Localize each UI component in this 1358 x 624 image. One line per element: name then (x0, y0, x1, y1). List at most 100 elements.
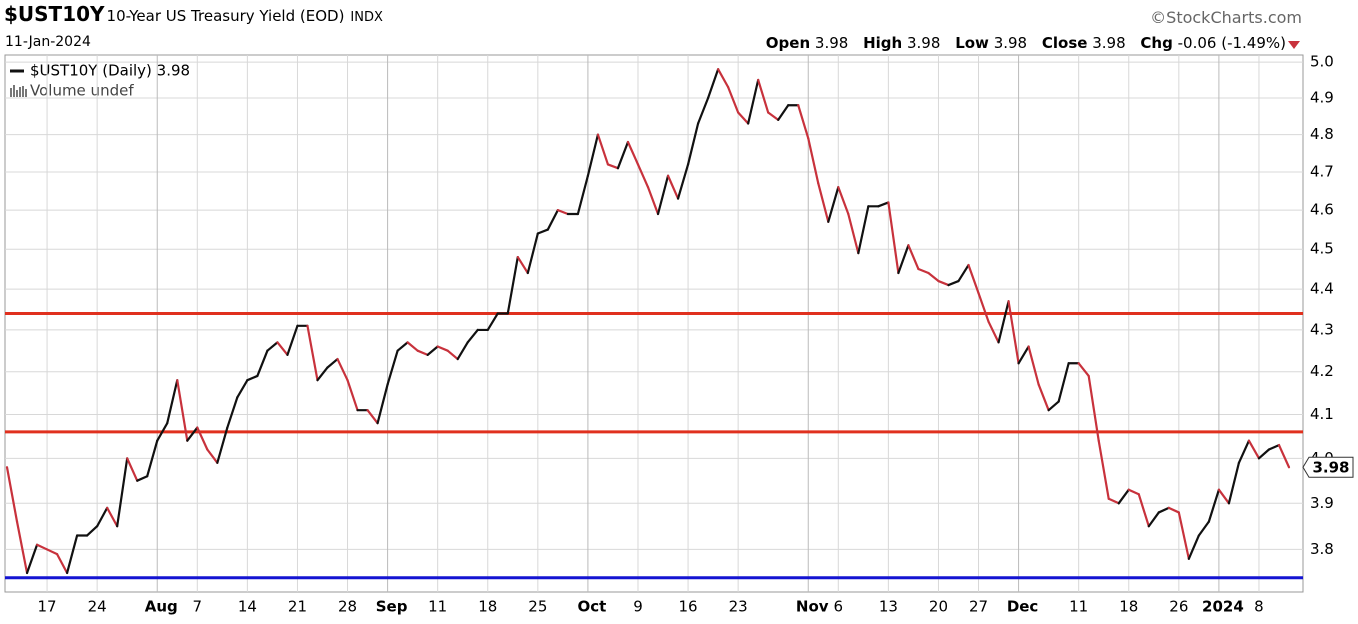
x-tick-label: 13 (879, 598, 898, 616)
line-segment (1237, 439, 1251, 464)
line-segment (306, 324, 319, 382)
quote: Open 3.98 High 3.98 Low 3.98 Close 3.98 … (756, 34, 1300, 52)
line-segment (256, 349, 269, 378)
quote-value: -0.06 (-1.49%) (1177, 34, 1286, 52)
y-tick-label: 5.0 (1310, 53, 1334, 71)
line-segment (706, 68, 720, 100)
x-tick-label: 18 (1119, 598, 1138, 616)
y-tick-label: 4.6 (1310, 201, 1334, 219)
x-tick-label: 9 (633, 598, 643, 616)
line-segment (596, 133, 610, 166)
line-segment (15, 520, 29, 575)
x-tick-label: 25 (528, 598, 547, 616)
line-segment (666, 174, 680, 200)
line-segment (416, 349, 429, 356)
line-segment (166, 379, 179, 425)
line-segment (526, 232, 539, 275)
line-segment (246, 374, 259, 382)
line-segment (847, 212, 860, 255)
line-segment (717, 68, 730, 89)
line-segment (797, 104, 810, 140)
line-segment (1087, 374, 1100, 442)
line-segment (757, 78, 770, 114)
quote-label: Close (1041, 34, 1088, 52)
line-segment (807, 137, 820, 185)
line-segment (696, 96, 710, 125)
line-segment (1157, 506, 1170, 514)
quote-label: Open (765, 34, 811, 52)
line-segment (206, 448, 219, 464)
quote-label: Low (955, 34, 989, 52)
down-arrow (1288, 41, 1300, 49)
line-segment (586, 133, 600, 177)
line-segment (176, 379, 189, 442)
line-segment (326, 357, 339, 369)
line-segment (1127, 488, 1140, 496)
line-segment (927, 271, 940, 283)
x-tick-label: Sep (376, 598, 408, 616)
line-segment (827, 186, 840, 223)
x-tick-label: 24 (88, 598, 107, 616)
exchange: INDX (350, 10, 383, 25)
line-segment (146, 439, 159, 478)
line-segment (1117, 488, 1130, 505)
line-segment (226, 396, 239, 429)
header: $UST10Y 10-Year US Treasury Yield (EOD) IN… (4, 2, 383, 26)
line-segment (616, 140, 630, 170)
line-segment (1057, 362, 1070, 403)
line-segment (426, 345, 439, 356)
x-tick-label: Dec (1007, 598, 1039, 616)
volume-label: Volume undef (30, 82, 134, 100)
line-segment (186, 426, 199, 442)
x-tick-label: 28 (338, 598, 357, 616)
y-tick-label: 3.9 (1310, 494, 1334, 512)
line-segment (216, 426, 229, 464)
line-segment (276, 341, 289, 356)
x-tick-label: 17 (38, 598, 57, 616)
line-segment (556, 209, 569, 216)
line-segment (346, 379, 359, 412)
line-segment (126, 457, 139, 482)
line-segment (266, 341, 279, 352)
line-segment (236, 379, 249, 399)
x-tick-label: 27 (969, 598, 988, 616)
line-segment (957, 263, 970, 283)
line-segment (987, 320, 1000, 344)
line-segment (777, 104, 790, 121)
line-segment (747, 78, 760, 125)
line-segment (1017, 345, 1030, 365)
line-segment (45, 548, 59, 556)
line-segment (546, 209, 559, 231)
line-segment (1047, 400, 1060, 412)
line-segment (376, 383, 389, 425)
x-tick-label: 18 (478, 598, 497, 616)
x-tick-label: Nov (796, 598, 829, 616)
line-segment (1257, 448, 1271, 460)
line-segment (967, 263, 980, 295)
line-segment (456, 341, 469, 361)
line-segment (516, 255, 529, 275)
line-segment (55, 553, 69, 575)
quote-value: 3.98 (814, 34, 849, 52)
line-segment (1227, 461, 1241, 505)
line-segment (576, 174, 590, 216)
line-segment (1027, 345, 1040, 386)
x-tick-label: Oct (577, 598, 606, 616)
x-tick-label: 6 (834, 598, 844, 616)
line-segment (366, 409, 379, 425)
x-tick-label: 26 (1169, 598, 1188, 616)
line-segment (1267, 443, 1281, 451)
line-segment (646, 186, 660, 216)
line-segment (907, 244, 920, 271)
y-tick-label: 4.8 (1310, 125, 1334, 143)
last-value-label: 3.98 (1312, 459, 1349, 477)
y-tick-label: 4.7 (1310, 162, 1334, 180)
instrument-name: 10-Year US Treasury Yield (EOD) (106, 7, 345, 25)
line-segment (997, 300, 1010, 344)
line-segment (156, 422, 169, 442)
y-tick-label: 4.2 (1310, 362, 1334, 380)
quote-value: 3.98 (993, 34, 1028, 52)
x-tick-label: Aug (145, 598, 178, 616)
line-segment (1007, 300, 1020, 365)
